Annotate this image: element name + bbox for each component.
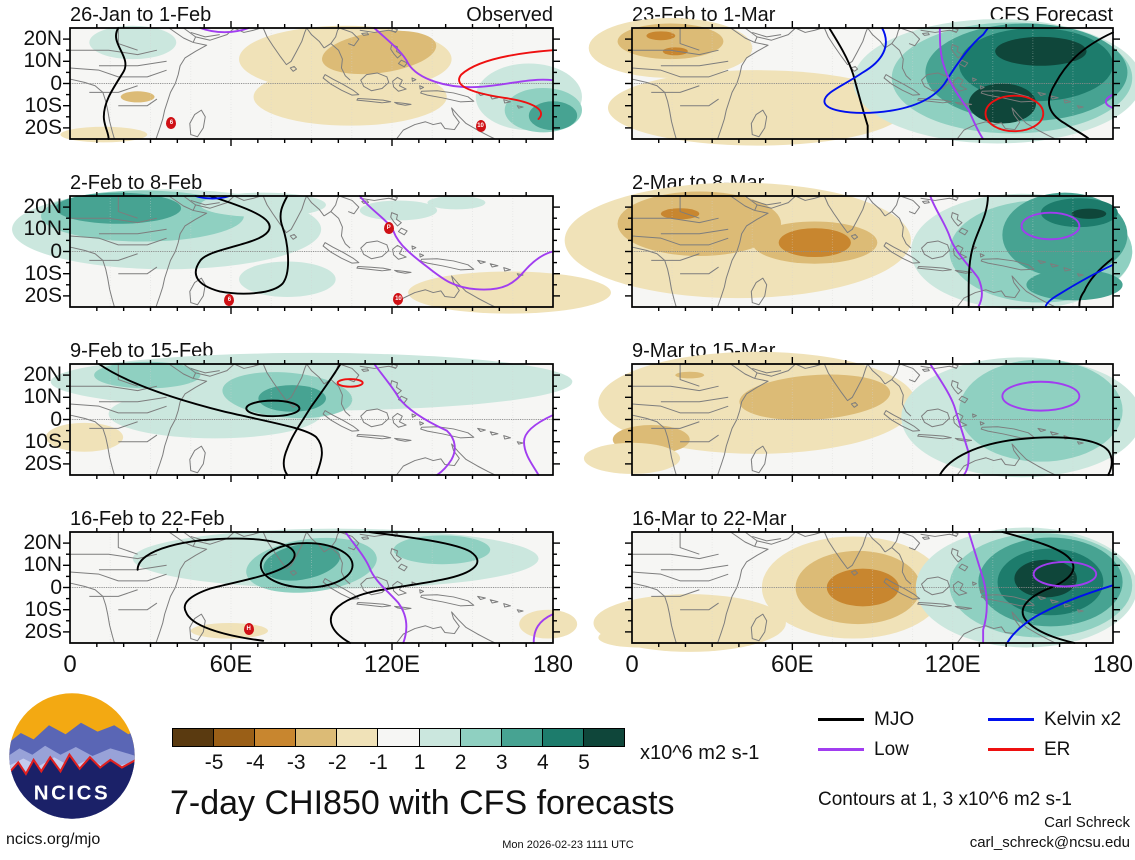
cyclone-icon: 10 bbox=[475, 119, 486, 132]
panel-title: 16-Feb to 22-Feb bbox=[70, 508, 225, 530]
legend-label: ER bbox=[1044, 739, 1071, 760]
ncics-logo: NCICS bbox=[9, 693, 135, 819]
author-credit: Carl Schreck bbox=[1044, 814, 1130, 831]
map-svg bbox=[12, 196, 611, 307]
colorbar-tick-label: -4 bbox=[245, 751, 265, 774]
lat-tick-label: 20S bbox=[24, 619, 62, 643]
colorbar-tick-label: 3 bbox=[495, 751, 508, 774]
colorbar-segment bbox=[377, 728, 420, 747]
lat-tick-label: 20S bbox=[24, 451, 62, 475]
panel-16-feb-to-22-feb: 16-Feb to 22-Feb H bbox=[70, 508, 578, 643]
logo-ridge-line bbox=[9, 752, 135, 776]
lon-tick-label: 120E bbox=[363, 651, 421, 678]
lat-tick-label: 10S bbox=[24, 429, 62, 453]
colorbar bbox=[172, 728, 626, 747]
author-email: carl_schreck@ncsu.edu bbox=[969, 834, 1130, 851]
cyclone-icon: 6 bbox=[166, 117, 177, 130]
lon-tick-label: 0 bbox=[63, 651, 77, 678]
cyclone-icon: P bbox=[383, 222, 394, 235]
lat-tick-label: 20S bbox=[24, 283, 62, 307]
legend-line-swatch bbox=[818, 718, 864, 721]
map-svg bbox=[70, 532, 578, 643]
colorbar-units: x10^6 m2 s-1 bbox=[640, 742, 760, 764]
lon-tick-label: 180 bbox=[1092, 651, 1134, 678]
lat-tick-label: 0 bbox=[50, 407, 62, 431]
panel-9-mar-to-15-mar: 9-Mar to 15-Mar bbox=[583, 340, 1135, 475]
legend-line-swatch bbox=[988, 748, 1034, 751]
lat-tick-label: 10N bbox=[23, 49, 62, 73]
colorbar-segment bbox=[500, 728, 543, 747]
plot-title: 7-day CHI850 with CFS forecasts bbox=[170, 784, 675, 822]
panel-title: 9-Feb to 15-Feb bbox=[70, 340, 214, 362]
lat-tick-label: 0 bbox=[50, 575, 62, 599]
lat-tick-label: 10N bbox=[23, 553, 62, 577]
colorbar-segment bbox=[213, 728, 256, 747]
lat-tick-label: 20S bbox=[24, 115, 62, 139]
legend-line-swatch bbox=[818, 748, 864, 751]
colorbar-tick-label: 2 bbox=[454, 751, 467, 774]
lat-tick-label: 10S bbox=[24, 93, 62, 117]
panel-9-feb-to-15-feb: 9-Feb to 15-Feb bbox=[45, 340, 573, 475]
map-svg bbox=[564, 182, 1133, 307]
colorbar-tick-label: -1 bbox=[369, 751, 388, 774]
colorbar-tick-label: -2 bbox=[328, 751, 347, 774]
colorbar-segment bbox=[295, 728, 338, 747]
legend-line-swatch bbox=[988, 718, 1034, 721]
colorbar-tick-label: 5 bbox=[578, 751, 590, 774]
lat-tick-label: 10S bbox=[24, 597, 62, 621]
panel-tag: Observed bbox=[466, 4, 553, 26]
site-link: ncics.org/mjo bbox=[6, 831, 101, 848]
map-svg bbox=[60, 28, 582, 139]
panel-title: 2-Feb to 8-Feb bbox=[70, 172, 203, 194]
contours-note: Contours at 1, 3 x10^6 m2 s-1 bbox=[818, 789, 1072, 810]
lon-tick-label: 60E bbox=[770, 651, 814, 678]
map-svg bbox=[45, 352, 573, 475]
lat-tick-label: 10N bbox=[23, 385, 62, 409]
lat-tick-label: 0 bbox=[50, 239, 62, 263]
map-svg bbox=[583, 351, 1135, 475]
colorbar-tick-label: -3 bbox=[286, 751, 306, 774]
lat-tick-label: 20N bbox=[23, 27, 62, 51]
lat-tick-label: 20N bbox=[23, 531, 62, 555]
legend-label: Kelvin x2 bbox=[1044, 709, 1122, 730]
lon-tick-label: 120E bbox=[924, 651, 981, 678]
lat-tick-label: 20N bbox=[23, 195, 62, 219]
logo-text: NCICS bbox=[34, 782, 111, 805]
panel-26-jan-to-1-feb: 26-Jan to 1-Feb Observed 6 10 bbox=[60, 4, 582, 139]
colorbar-segment bbox=[541, 728, 584, 747]
lon-tick-label: 0 bbox=[625, 651, 639, 678]
colorbar-tick-label: 4 bbox=[536, 751, 549, 774]
cyclone-icon: H bbox=[243, 622, 254, 635]
cyclone-icon: 10 bbox=[393, 293, 404, 306]
colorbar-segment bbox=[254, 728, 297, 747]
lat-tick-label: 10N bbox=[23, 217, 62, 241]
colorbar-segment bbox=[582, 728, 626, 747]
map-svg bbox=[593, 532, 1135, 652]
panel-title: 16-Mar to 22-Mar bbox=[632, 508, 787, 530]
panel-2-mar-to-8-mar: 2-Mar to 8-Mar bbox=[564, 172, 1133, 307]
colorbar-segment bbox=[172, 728, 215, 747]
lat-tick-label: 10S bbox=[24, 261, 62, 285]
panel-2-feb-to-8-feb: 2-Feb to 8-Feb 6 P 10 bbox=[12, 172, 611, 307]
legend-label: MJO bbox=[874, 709, 915, 730]
colorbar-segment bbox=[336, 728, 379, 747]
lon-tick-label: 60E bbox=[209, 651, 253, 678]
cyclone-icon: 6 bbox=[224, 294, 235, 307]
lon-tick-label: 180 bbox=[532, 651, 574, 678]
panel-23-feb-to-1-mar: 23-Feb to 1-Mar CFS Forecast bbox=[588, 4, 1135, 139]
panel-16-mar-to-22-mar: 16-Mar to 22-Mar bbox=[593, 508, 1135, 652]
colorbar-segment bbox=[459, 728, 502, 747]
colorbar-segment bbox=[418, 728, 461, 747]
timestamp: Mon 2026-02-23 1111 UTC bbox=[502, 839, 634, 851]
panel-title: 26-Jan to 1-Feb bbox=[70, 4, 212, 26]
legend-label: Low bbox=[874, 739, 909, 760]
colorbar-tick-label: -5 bbox=[204, 751, 224, 774]
map-svg bbox=[588, 18, 1135, 139]
lat-tick-label: 0 bbox=[50, 71, 62, 95]
lat-tick-label: 20N bbox=[23, 363, 62, 387]
colorbar-tick-label: 1 bbox=[413, 751, 426, 774]
